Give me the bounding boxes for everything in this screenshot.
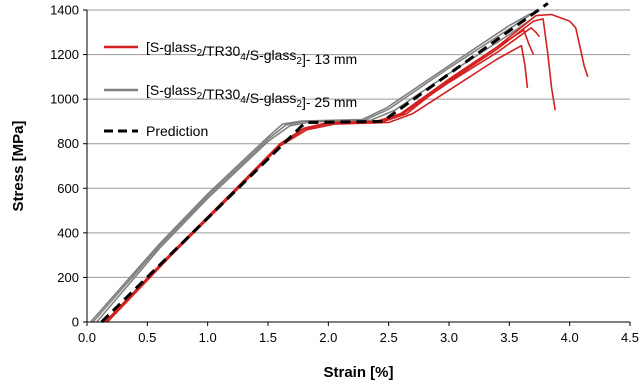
legend-label: [S-glass2/TR304/S-glass2]- 13 mm <box>146 39 357 67</box>
y-tick-label: 1000 <box>50 92 79 107</box>
x-tick-label: 1.0 <box>199 330 217 345</box>
grid-lines <box>87 9 630 278</box>
x-tick-label: 3.5 <box>500 330 518 345</box>
x-tick-label: 2.5 <box>380 330 398 345</box>
x-tick-label: 1.5 <box>259 330 277 345</box>
x-tick-label: 2.0 <box>319 330 337 345</box>
legend: [S-glass2/TR304/S-glass2]- 13 mm [S-glass… <box>104 39 357 139</box>
y-tick-label: 800 <box>57 136 79 151</box>
y-tick-label: 200 <box>57 270 79 285</box>
x-tick-label: 4.0 <box>561 330 579 345</box>
y-tick-label: 0 <box>72 315 79 330</box>
series-line-25mm <box>90 12 532 323</box>
x-tick-label: 4.5 <box>621 330 639 345</box>
x-tick-label: 0.5 <box>138 330 156 345</box>
x-axis-label: Strain [%] <box>323 364 393 381</box>
x-tick-label: 3.0 <box>440 330 458 345</box>
y-tick-label: 400 <box>57 225 79 240</box>
axes <box>83 9 631 326</box>
y-tick-label: 1200 <box>50 47 79 62</box>
y-tick-label: 1400 <box>50 3 79 18</box>
legend-label: Prediction <box>146 123 208 139</box>
legend-label: [S-glass2/TR304/S-glass2]- 25 mm <box>146 82 357 110</box>
series-layer <box>90 2 589 324</box>
series-line-13mm <box>104 29 535 323</box>
y-tick-label: 600 <box>57 181 79 196</box>
tick-labels: 0 200 400 600 800 1000 1200 1400 0.0 0.5 1.0 1.5 2.0… <box>50 3 639 346</box>
x-tick-label: 0.0 <box>78 330 96 345</box>
y-axis-label: Stress [MPa] <box>10 121 27 212</box>
